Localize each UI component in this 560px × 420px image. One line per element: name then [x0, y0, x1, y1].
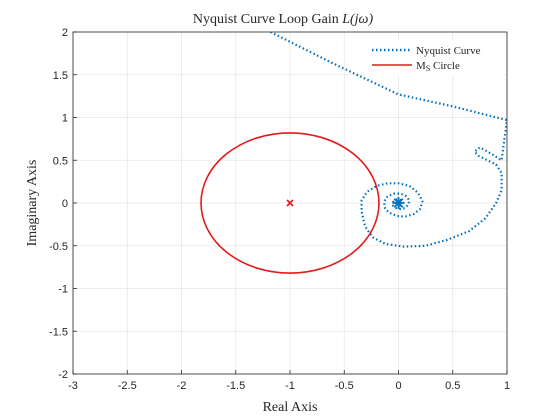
- origin-marker: [392, 197, 405, 209]
- critical-point-marker: [286, 199, 294, 207]
- marker-stroke: [393, 198, 404, 208]
- marker-stroke: [286, 199, 294, 207]
- x-tick-label: -2.5: [118, 380, 137, 392]
- x-axis-label: Real Axis: [263, 400, 318, 415]
- legend-ms-main: M: [416, 60, 426, 72]
- x-tick-label: -3: [68, 380, 78, 392]
- x-tick-label: -0.5: [335, 380, 354, 392]
- x-tick-label: -1: [285, 380, 295, 392]
- marker-layer: [286, 197, 405, 209]
- legend-ms-rest: Circle: [430, 60, 460, 72]
- ms-circle-line: [200, 132, 380, 274]
- y-tick-label: 1.5: [53, 70, 68, 82]
- y-tick-label: -1: [58, 284, 68, 296]
- plot-frame: [72, 31, 508, 375]
- legend-label-ms-circle: MS Circle: [416, 60, 460, 73]
- y-tick-label: 2: [62, 27, 68, 39]
- y-tick-label: 0.5: [53, 155, 68, 167]
- chart-title-italic: L(jω): [341, 12, 373, 27]
- x-tick-label: 0.5: [445, 380, 460, 392]
- x-tick-label: -1.5: [226, 380, 245, 392]
- y-tick-label: -0.5: [49, 241, 68, 253]
- y-tick-labels: -2 -1.5 -1 -0.5 0 0.5 1 1.5 2: [49, 27, 68, 381]
- legend-box: [366, 40, 503, 76]
- y-tick-label: 1: [62, 113, 68, 125]
- chart-title: Nyquist Curve Loop Gain L(jω): [193, 12, 374, 27]
- x-tick-label: 1: [504, 380, 510, 392]
- y-tick-label: -1.5: [49, 326, 68, 338]
- series-layer: [200, 32, 507, 274]
- chart-title-main: Nyquist Curve Loop Gain: [193, 12, 342, 27]
- legend-label-nyquist: Nyquist Curve: [416, 45, 481, 57]
- x-tick-label: -2: [177, 380, 187, 392]
- y-tick-label: 0: [62, 198, 68, 210]
- x-tick-labels: -3 -2.5 -2 -1.5 -1 -0.5 0 0.5 1: [68, 380, 510, 392]
- y-axis-label: Imaginary Axis: [25, 160, 40, 247]
- x-tick-label: 0: [395, 380, 401, 392]
- legend: Nyquist Curve MS Circle: [366, 40, 503, 76]
- legend-ms-sub: S: [426, 64, 430, 73]
- nyquist-curve-line: [270, 32, 507, 248]
- y-tick-label: -2: [58, 369, 68, 381]
